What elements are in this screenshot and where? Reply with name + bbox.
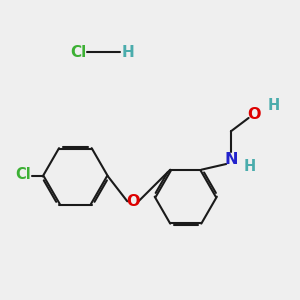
Text: H: H [267,98,280,113]
Text: Cl: Cl [15,167,31,182]
Text: O: O [126,194,140,209]
Text: O: O [248,107,261,122]
Text: H: H [122,44,135,59]
Text: H: H [244,159,256,174]
Text: N: N [224,152,238,167]
Text: Cl: Cl [70,44,86,59]
